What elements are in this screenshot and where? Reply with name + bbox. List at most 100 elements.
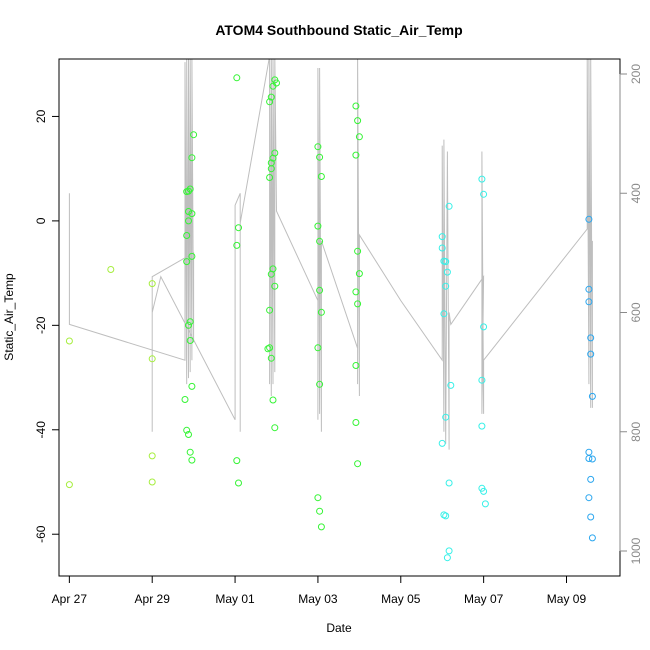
data-point — [107, 266, 115, 273]
x-axis-label: Date — [326, 621, 352, 635]
data-point — [587, 334, 595, 342]
data-point — [442, 282, 450, 290]
right-tick-label: 400 — [629, 183, 643, 203]
data-point — [587, 475, 595, 483]
data-point — [585, 455, 593, 462]
data-point — [445, 479, 453, 487]
y-tick-label: 20 — [34, 109, 48, 123]
data-point — [442, 413, 450, 421]
data-point — [185, 217, 192, 225]
pressure-lines — [68, 59, 593, 450]
data-point — [148, 355, 156, 363]
data-point — [148, 280, 156, 288]
data-point — [314, 143, 322, 151]
data-point — [233, 74, 241, 82]
data-point — [266, 98, 274, 106]
data-point — [235, 479, 242, 487]
data-point — [480, 323, 488, 331]
data-point — [316, 237, 324, 245]
data-point — [587, 513, 595, 521]
data-point — [442, 512, 450, 520]
data-point — [585, 494, 593, 502]
data-point — [186, 185, 194, 193]
data-point — [186, 448, 194, 456]
data-point — [188, 456, 196, 464]
data-point — [188, 210, 196, 218]
data-point — [267, 354, 275, 362]
data-point — [183, 232, 191, 239]
data-point — [438, 233, 446, 241]
data-point — [481, 500, 489, 508]
x-tick-label: May 03 — [298, 592, 338, 606]
right-tick-label: 600 — [629, 302, 643, 322]
data-point — [266, 344, 274, 352]
data-point — [183, 426, 191, 434]
data-point — [273, 79, 280, 87]
data-point — [185, 187, 192, 195]
data-point — [185, 321, 192, 329]
data-point — [185, 431, 192, 438]
y-tick-label: 0 — [34, 217, 48, 224]
x-tick-label: Apr 29 — [135, 592, 171, 606]
x-tick-label: May 01 — [215, 592, 255, 606]
data-point — [438, 244, 446, 252]
data-point — [266, 174, 274, 181]
data-point — [185, 208, 192, 215]
data-point — [271, 282, 279, 290]
data-point — [233, 457, 241, 465]
data-point — [148, 478, 156, 486]
data-point — [355, 133, 363, 141]
data-point — [585, 285, 593, 293]
data-point — [190, 131, 198, 139]
data-point — [186, 318, 194, 326]
x-axis: Apr 27 Apr 29 May 01 May 03 May 05 May 07 May … — [52, 575, 587, 606]
data-point — [271, 424, 279, 432]
data-point — [447, 381, 455, 389]
data-point — [314, 494, 322, 502]
y-tick-label: -20 — [34, 316, 48, 334]
data-point — [188, 252, 196, 260]
data-point — [480, 487, 488, 495]
data-point — [233, 241, 241, 249]
data-point — [478, 175, 486, 183]
data-point — [186, 337, 194, 344]
data-point — [266, 306, 274, 314]
right-axis: 200 400 600 800 1000 — [619, 64, 643, 564]
data-point — [588, 392, 596, 400]
data-point — [264, 345, 272, 353]
data-point — [478, 376, 486, 384]
data-point — [438, 439, 446, 447]
x-tick-label: May 09 — [547, 592, 587, 606]
data-point — [65, 337, 73, 345]
data-points — [65, 74, 596, 562]
data-point — [588, 534, 596, 542]
data-point — [585, 298, 593, 306]
data-point — [442, 258, 450, 266]
data-point — [585, 448, 593, 456]
data-point — [354, 300, 362, 308]
data-point — [148, 452, 156, 460]
right-tick-label: 200 — [629, 64, 643, 84]
x-tick-label: May 07 — [464, 592, 504, 606]
data-point — [188, 154, 196, 162]
data-point — [443, 554, 451, 562]
data-point — [352, 362, 360, 369]
data-point — [352, 102, 360, 110]
data-point — [440, 310, 448, 318]
data-point — [445, 547, 453, 555]
data-point — [316, 153, 324, 161]
data-point — [267, 93, 275, 101]
data-point — [269, 396, 277, 404]
data-point — [352, 288, 360, 296]
y-axis: -60 -40 -20 0 20 — [34, 109, 60, 543]
data-point — [587, 350, 595, 358]
data-point — [352, 151, 360, 159]
y-axis-label: Static_Air_Temp — [2, 273, 16, 361]
data-point — [181, 396, 189, 403]
pressure-line — [68, 59, 593, 450]
data-point — [317, 173, 325, 180]
data-point — [445, 202, 453, 210]
data-point — [317, 308, 325, 316]
data-point — [354, 247, 362, 255]
